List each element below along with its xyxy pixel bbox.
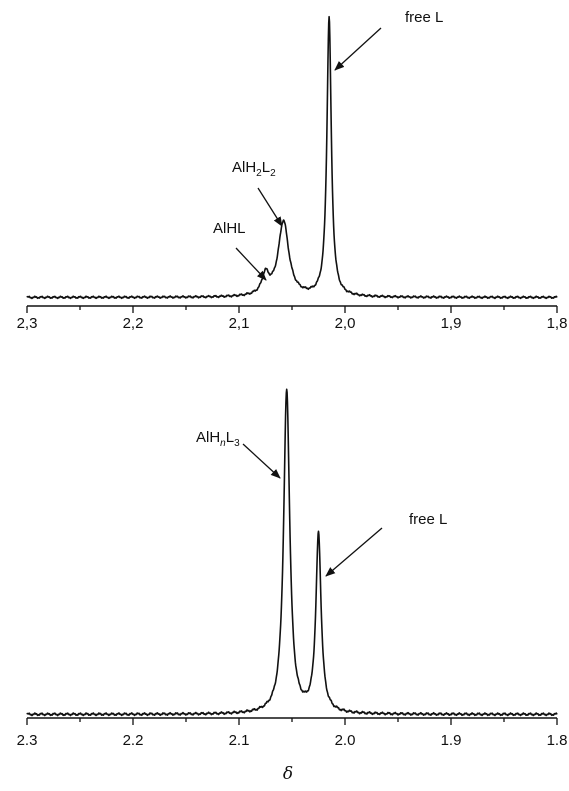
- x-tick-label: 1,9: [441, 315, 462, 332]
- annotation-text-part: AlHL: [213, 220, 246, 237]
- annotation-text-part: AlH: [232, 159, 256, 176]
- x-tick-label: 2,2: [123, 315, 144, 332]
- peak-apex-2: [317, 531, 320, 534]
- annotation-arrow: [325, 527, 383, 577]
- x-axis-label: δ: [283, 764, 293, 784]
- peak-apex-1: [264, 268, 267, 270]
- x-tick-label: 2.2: [123, 732, 144, 749]
- spectrum-line-top: [26, 15, 558, 300]
- spectrum-panel-bottom: 2.3 2.2 2.1 2.0 1.9 1.8 AlHnL3 free L δ: [17, 388, 568, 784]
- peak-apex-3: [328, 23, 330, 25]
- x-tick-label: 2,0: [335, 315, 356, 332]
- peak-apex-1: [285, 392, 288, 394]
- x-tick-label: 2.0: [335, 732, 356, 749]
- peak-annotation-label: free L: [405, 9, 443, 26]
- x-tick-label: 2,3: [17, 315, 38, 332]
- peak-annotation-label: AlHnL3: [196, 429, 240, 449]
- annotation-arrow: [242, 443, 281, 479]
- peak-annotation-label: free L: [409, 511, 447, 528]
- spectrum-line-bottom: [26, 388, 558, 717]
- annotation-text-part: L: [226, 429, 234, 446]
- annotation-arrow: [235, 247, 267, 281]
- annotation-text-part: 2: [270, 168, 276, 179]
- peak-annotation-label: AlHL: [213, 220, 246, 237]
- peak-apex-2: [282, 219, 285, 221]
- x-tick-label: 1.8: [547, 732, 568, 749]
- annotation-text-part: L: [262, 159, 270, 176]
- x-tick-label: 2.1: [229, 732, 250, 749]
- annotation-text-part: 2: [256, 168, 262, 179]
- annotation-arrow: [334, 27, 382, 71]
- peak-annotation-label: AlH2L2: [232, 159, 276, 179]
- annotation-text-part: free L: [405, 9, 443, 26]
- annotation-arrow: [257, 187, 283, 227]
- annotation-text-part: free L: [409, 511, 447, 528]
- annotation-text-part: AlH: [196, 429, 220, 446]
- x-tick-label: 2.3: [17, 732, 38, 749]
- x-tick-label: 1,8: [547, 315, 568, 332]
- annotation-text-part: n: [220, 438, 226, 449]
- annotation-text-part: 3: [234, 438, 240, 449]
- x-tick-label: 2,1: [229, 315, 250, 332]
- x-tick-label: 1.9: [441, 732, 462, 749]
